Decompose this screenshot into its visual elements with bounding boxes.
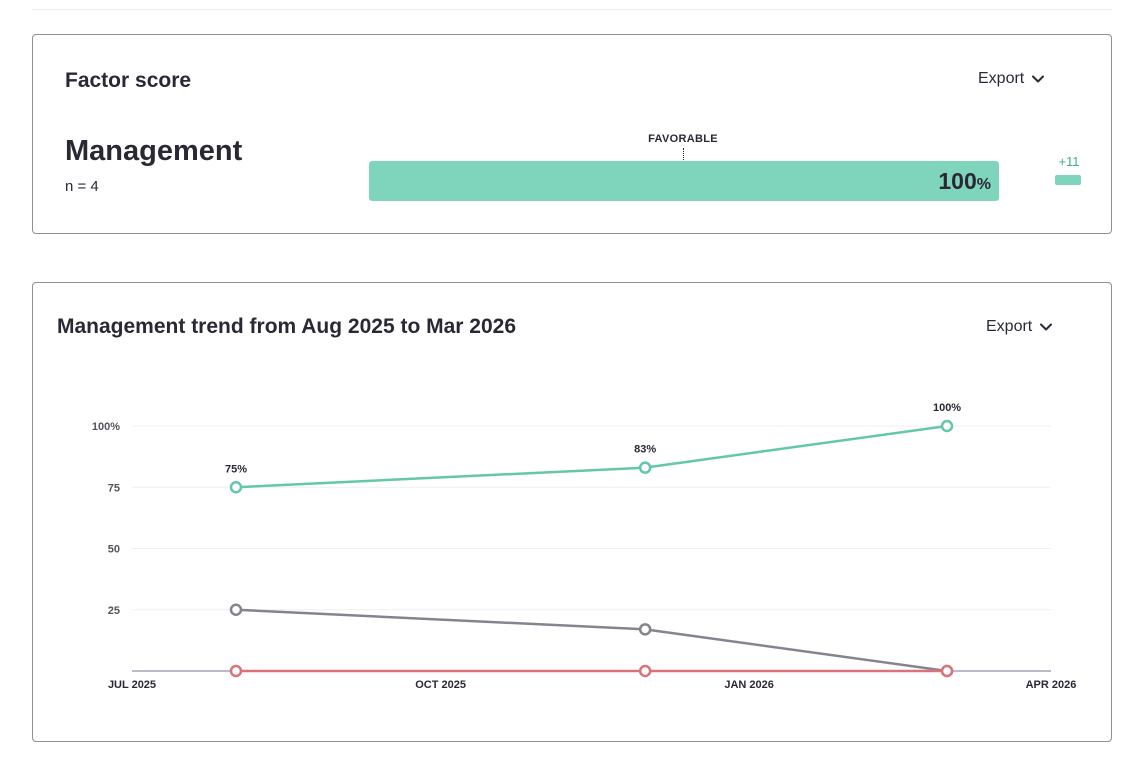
series-line (235, 608, 948, 673)
favorable-label: FAVORABLE (648, 133, 718, 145)
top-divider (32, 9, 1112, 10)
data-point (638, 623, 652, 636)
data-point (638, 664, 652, 678)
y-tick-label: 75 (108, 482, 120, 494)
export-label: Export (986, 318, 1033, 335)
chevron-down-icon (1032, 75, 1045, 83)
favorable-score-bar: 100% (369, 161, 999, 201)
chevron-down-icon (1040, 323, 1053, 331)
data-label: 100% (933, 402, 961, 414)
trend-card: Management trend from Aug 2025 to Mar 20… (32, 282, 1112, 742)
y-tick-label: 50 (108, 544, 120, 556)
factor-score-title: Factor score (65, 69, 192, 92)
y-tick-label: 100% (92, 421, 120, 433)
favorable-score-fill (369, 161, 999, 201)
factor-name: Management (65, 135, 243, 167)
x-tick-label: JAN 2026 (724, 679, 774, 691)
y-tick-label: 25 (108, 605, 120, 617)
factor-export-button[interactable]: Export (978, 70, 1045, 88)
score-number: 100 (938, 168, 977, 194)
trend-export-button[interactable]: Export (986, 318, 1053, 336)
data-label: 83% (634, 444, 656, 456)
score-delta-bar (1055, 175, 1081, 185)
respondent-count: n = 4 (65, 178, 99, 195)
data-point (229, 664, 243, 678)
favorable-score-value: 100% (938, 168, 991, 195)
score-unit: % (976, 176, 991, 193)
favorable-marker (683, 148, 684, 162)
data-point (229, 603, 243, 616)
trend-title: Management trend from Aug 2025 to Mar 20… (57, 315, 517, 338)
data-point (638, 461, 652, 474)
trend-line-chart: 25 50 75 100% JUL 2025 OCT 2025 JAN 2026 APR 20… (92, 402, 1077, 691)
data-point (940, 419, 954, 433)
score-delta: +11 (1058, 154, 1080, 169)
x-tick-label: APR 2026 (1026, 679, 1077, 691)
export-label: Export (978, 70, 1025, 87)
series-line (235, 424, 948, 489)
data-label: 75% (225, 463, 247, 475)
x-tick-label: JUL 2025 (108, 679, 156, 691)
data-point (940, 664, 954, 678)
x-tick-label: OCT 2025 (415, 679, 466, 691)
data-point (229, 481, 243, 494)
factor-score-card: Factor score Export Management n = 4 FAV… (32, 34, 1112, 234)
